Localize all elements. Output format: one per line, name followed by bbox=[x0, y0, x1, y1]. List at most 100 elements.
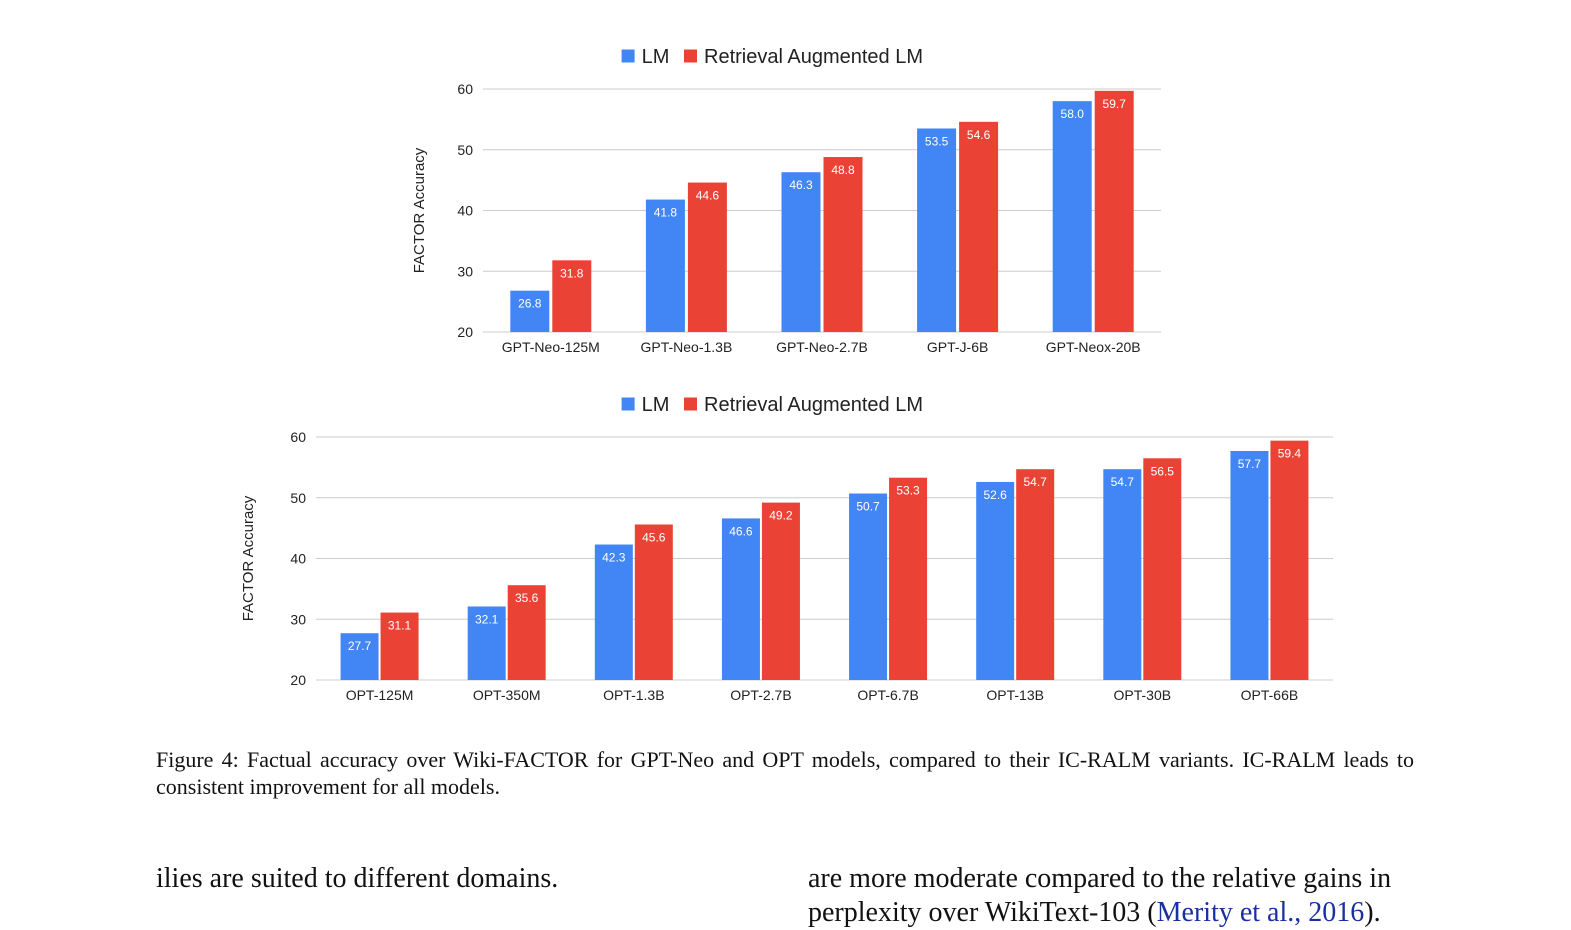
gpt-neo-chart: LM Retrieval Augmented LM 20 30 40 50 60 FACTOR… bbox=[411, 46, 1161, 355]
opt-legend-swatch-1 bbox=[684, 397, 697, 411]
opt-bar-label-0-1: 31.1 bbox=[388, 619, 412, 633]
opt-bar-label-1-1: 35.6 bbox=[515, 591, 539, 605]
citation-link[interactable]: Merity et al., 2016 bbox=[1156, 897, 1365, 928]
gpt-neo-bar-0-1 bbox=[552, 260, 592, 332]
opt-ytick-4: 60 bbox=[290, 429, 306, 445]
opt-bars: 27.7 31.1 32.1 35.6 42.3 45.6 46.6 49.2 50.7 53.3… bbox=[340, 440, 1309, 680]
gpt-neo-legend-label-1: Retrieval Augmented LM bbox=[704, 46, 923, 68]
opt-bar-label-6-0: 54.7 bbox=[1111, 475, 1135, 489]
opt-legend: LM Retrieval Augmented LM bbox=[621, 394, 923, 416]
opt-bar-4-0 bbox=[849, 493, 888, 680]
opt-xtick-7: OPT-66B bbox=[1241, 687, 1299, 703]
opt-bar-0-0 bbox=[340, 633, 379, 680]
body-right-line-2-text: perplexity over WikiText-103 ( bbox=[808, 897, 1157, 928]
opt-xtick-4: OPT-6.7B bbox=[857, 687, 918, 703]
gpt-neo-ytick-3: 50 bbox=[457, 142, 473, 158]
caption-text: Figure 4: Factual accuracy over Wiki-FAC… bbox=[156, 747, 1414, 799]
opt-xtick-0: OPT-125M bbox=[346, 687, 414, 703]
gpt-neo-ytick-0: 20 bbox=[457, 324, 473, 340]
opt-legend-label-1: Retrieval Augmented LM bbox=[704, 394, 923, 416]
gpt-neo-xtick-1: GPT-Neo-1.3B bbox=[640, 339, 732, 355]
gpt-neo-bar-label-4-0: 58.0 bbox=[1061, 107, 1085, 121]
gpt-neo-bar-label-1-0: 41.8 bbox=[654, 206, 678, 220]
gpt-neo-bar-3-0 bbox=[917, 128, 957, 332]
opt-bar-7-0 bbox=[1230, 450, 1269, 680]
opt-bar-3-0 bbox=[721, 518, 760, 680]
opt-bar-label-3-0: 46.6 bbox=[729, 524, 753, 538]
gpt-neo-legend-swatch-1 bbox=[684, 49, 697, 63]
gpt-neo-ytick-2: 40 bbox=[457, 203, 473, 219]
opt-bar-label-6-1: 56.5 bbox=[1151, 464, 1175, 478]
opt-chart: LM Retrieval Augmented LM 20 30 40 50 60 FACTOR… bbox=[240, 394, 1333, 703]
opt-bar-6-1 bbox=[1143, 458, 1182, 680]
gpt-neo-bar-4-0 bbox=[1052, 101, 1092, 333]
opt-bar-7-1 bbox=[1270, 440, 1309, 680]
gpt-neo-bar-2-1 bbox=[823, 157, 863, 332]
gpt-neo-bar-4-1 bbox=[1094, 90, 1134, 332]
body-right-line-2-end: ). bbox=[1364, 897, 1381, 928]
gpt-neo-bar-label-1-1: 44.6 bbox=[696, 189, 720, 203]
opt-bar-label-3-1: 49.2 bbox=[769, 509, 793, 523]
gpt-neo-bars: 26.8 31.8 41.8 44.6 46.3 48.8 53.5 54.6 58.0 59.7 bbox=[510, 90, 1134, 333]
opt-xtick-3: OPT-2.7B bbox=[730, 687, 791, 703]
opt-legend-swatch-0 bbox=[621, 397, 635, 411]
opt-legend-label-0: LM bbox=[642, 394, 670, 416]
gpt-neo-bar-1-0 bbox=[645, 199, 685, 332]
opt-ylabel: FACTOR Accuracy bbox=[240, 495, 257, 621]
opt-bar-label-4-1: 53.3 bbox=[896, 484, 920, 498]
gpt-neo-ytick-1: 30 bbox=[457, 263, 473, 279]
gpt-neo-xtick-0: GPT-Neo-125M bbox=[502, 339, 600, 355]
opt-bar-1-0 bbox=[467, 606, 506, 680]
opt-ytick-2: 40 bbox=[290, 551, 306, 567]
opt-ytick-0: 20 bbox=[290, 672, 306, 688]
opt-bar-5-0 bbox=[976, 481, 1015, 680]
gpt-neo-ytick-4: 60 bbox=[457, 81, 473, 97]
opt-bar-label-0-0: 27.7 bbox=[348, 639, 372, 653]
opt-bar-2-1 bbox=[634, 524, 673, 680]
gpt-neo-gridlines bbox=[483, 88, 1161, 333]
gpt-neo-legend-label-0: LM bbox=[642, 46, 670, 68]
gpt-neo-bar-label-4-1: 59.7 bbox=[1103, 97, 1127, 111]
gpt-neo-bar-label-2-0: 46.3 bbox=[789, 178, 813, 192]
gpt-neo-xtick-2: GPT-Neo-2.7B bbox=[776, 339, 868, 355]
gpt-neo-bar-label-0-0: 26.8 bbox=[518, 297, 542, 311]
opt-bar-label-7-1: 59.4 bbox=[1278, 447, 1302, 461]
opt-bar-label-5-0: 52.6 bbox=[984, 488, 1008, 502]
gpt-neo-xtick-3: GPT-J-6B bbox=[927, 339, 988, 355]
gpt-neo-bar-0-0 bbox=[510, 290, 550, 332]
body-right-line-1: are more moderate compared to the relati… bbox=[808, 863, 1392, 894]
opt-bar-4-1 bbox=[889, 477, 928, 680]
opt-xtick-2: OPT-1.3B bbox=[603, 687, 664, 703]
gpt-neo-bar-label-3-1: 54.6 bbox=[967, 128, 991, 142]
opt-ytick-1: 30 bbox=[290, 611, 306, 627]
opt-xtick-5: OPT-13B bbox=[986, 687, 1044, 703]
opt-bar-1-1 bbox=[507, 585, 546, 680]
opt-bar-label-5-1: 54.7 bbox=[1024, 475, 1048, 489]
opt-bar-label-1-0: 32.1 bbox=[475, 612, 499, 626]
gpt-neo-legend-swatch-0 bbox=[621, 49, 635, 63]
body-right-line-2: perplexity over WikiText-103 (Merity et … bbox=[808, 896, 1414, 930]
opt-bar-label-7-0: 57.7 bbox=[1238, 457, 1262, 471]
opt-bar-label-2-0: 42.3 bbox=[602, 551, 626, 565]
opt-ytick-3: 50 bbox=[290, 490, 306, 506]
opt-bar-0-1 bbox=[380, 612, 419, 680]
gpt-neo-bar-3-1 bbox=[959, 121, 999, 333]
opt-bar-6-0 bbox=[1103, 469, 1142, 680]
opt-bar-5-1 bbox=[1016, 469, 1055, 680]
gpt-neo-bar-2-0 bbox=[781, 172, 821, 332]
body-text-right: are more moderate compared to the relati… bbox=[808, 862, 1414, 930]
gpt-neo-bar-label-3-0: 53.5 bbox=[925, 134, 949, 148]
opt-xtick-1: OPT-350M bbox=[473, 687, 541, 703]
opt-bar-label-4-0: 50.7 bbox=[856, 499, 880, 513]
opt-xtick-6: OPT-30B bbox=[1114, 687, 1172, 703]
gpt-neo-bar-1-1 bbox=[687, 182, 727, 332]
gpt-neo-bar-label-2-1: 48.8 bbox=[831, 163, 855, 177]
figure-caption: Figure 4: Factual accuracy over Wiki-FAC… bbox=[156, 746, 1414, 800]
opt-bar-2-0 bbox=[594, 544, 633, 680]
gpt-neo-ylabel: FACTOR Accuracy bbox=[411, 147, 428, 273]
body-left-line: ilies are suited to different domains. bbox=[156, 863, 559, 894]
gpt-neo-xtick-4: GPT-Neox-20B bbox=[1046, 339, 1141, 355]
opt-bar-3-1 bbox=[761, 502, 800, 680]
gpt-neo-legend: LM Retrieval Augmented LM bbox=[621, 46, 923, 68]
body-text-left: ilies are suited to different domains. bbox=[156, 862, 558, 896]
